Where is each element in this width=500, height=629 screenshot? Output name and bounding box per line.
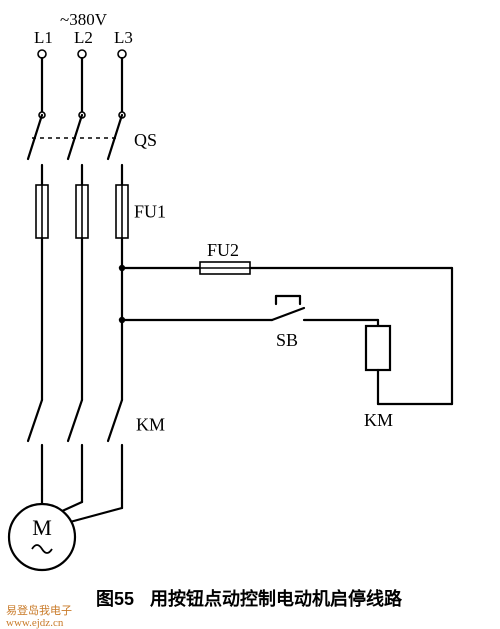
label-fu1: FU1: [134, 202, 166, 222]
phase-label: L3: [114, 28, 133, 47]
circuit-diagram: ~380V L1 L2 L3 QS FU1 FU2 SB KM KM M 图55 用按钮点动控制电动机启…: [0, 0, 500, 629]
phase-label: L2: [74, 28, 93, 47]
supply-voltage: ~380V: [60, 10, 108, 29]
motor-letter: M: [32, 515, 52, 540]
caption-figno: 图55: [96, 589, 134, 609]
label-qs: QS: [134, 130, 157, 150]
label-km-contact: KM: [136, 415, 165, 435]
caption-text: 用按钮点动控制电动机启停线路: [150, 588, 403, 609]
watermark-url: www.ejdz.cn: [6, 617, 64, 629]
label-fu2: FU2: [207, 240, 239, 260]
phase-label: L1: [34, 28, 53, 47]
watermark: 易登岛我电子: [6, 603, 72, 617]
label-sb: SB: [276, 330, 298, 350]
label-km-coil: KM: [364, 410, 393, 430]
